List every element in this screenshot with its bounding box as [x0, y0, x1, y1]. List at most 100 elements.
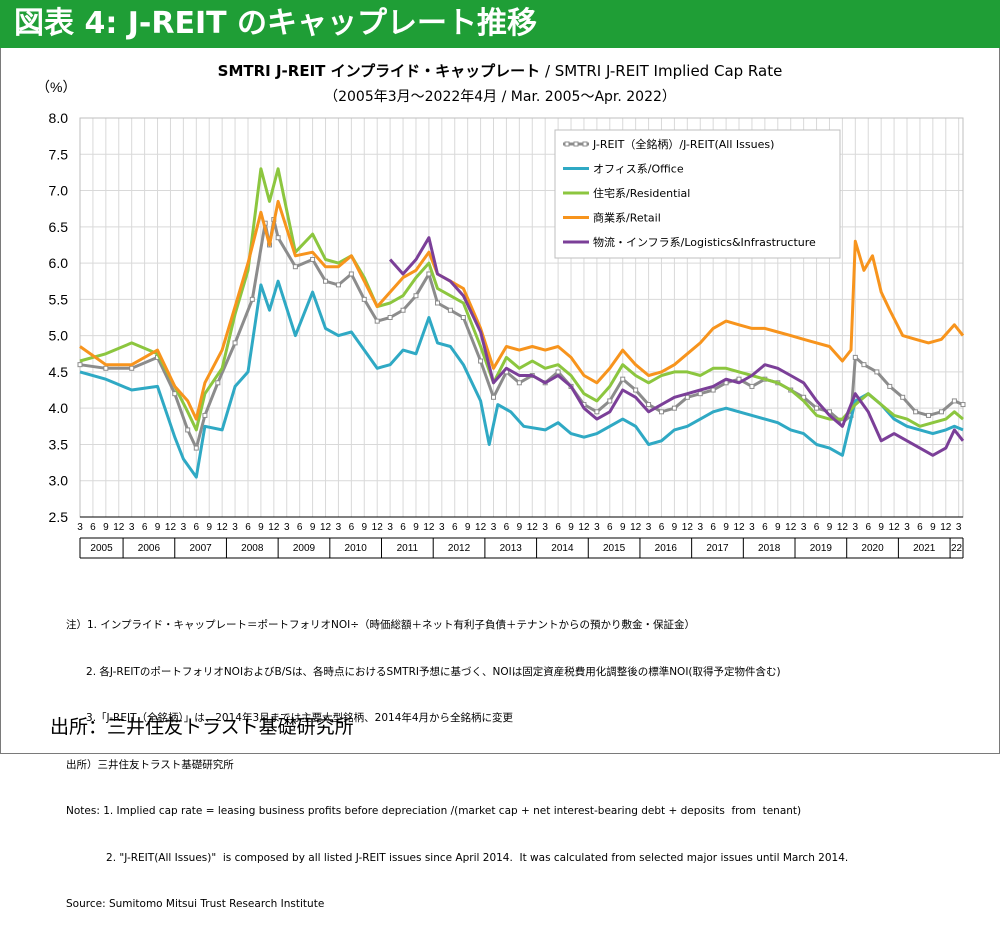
y-tick-label: 3.5	[49, 436, 69, 452]
series-point	[193, 445, 199, 451]
legend-marker	[564, 141, 570, 147]
x-tick-label: 6	[865, 522, 871, 533]
x-year-label: 2008	[241, 543, 264, 554]
series-point	[938, 409, 944, 415]
x-tick-label: 3	[491, 522, 497, 533]
x-tick-label: 3	[336, 522, 342, 533]
x-tick-label: 12	[217, 522, 229, 533]
x-tick-label: 12	[733, 522, 745, 533]
x-tick-label: 3	[697, 522, 703, 533]
series-point	[646, 402, 652, 408]
x-year-label: 2020	[861, 543, 884, 554]
series-point	[710, 387, 716, 393]
note-line: Source: Sumitomo Mitsui Trust Research I…	[66, 898, 325, 910]
x-year-label: 2017	[706, 543, 729, 554]
series-point	[749, 383, 755, 389]
series-point	[232, 340, 238, 346]
x-tick-label: 12	[165, 522, 177, 533]
x-tick-label: 9	[930, 522, 936, 533]
line-chart: （%） 8.0 7.5 7.0 6.5 6.0 5.5 5.0 4.5 4.0 3.5 3.0 2.5…	[36, 79, 966, 559]
series-point	[607, 398, 613, 404]
y-tick-label: 5.5	[49, 291, 69, 307]
series-point	[202, 412, 208, 418]
series-point	[684, 394, 690, 400]
x-tick-label: 6	[504, 522, 510, 533]
x-year-label: 2019	[810, 543, 833, 554]
x-year-label: 2016	[655, 543, 678, 554]
x-tick-label: 6	[659, 522, 665, 533]
x-tick-label: 6	[607, 522, 613, 533]
x-tick-label: 3	[181, 522, 187, 533]
y-tick-label: 7.0	[49, 183, 69, 199]
y-tick-label: 3.0	[49, 473, 69, 489]
note-line: 2. "J-REIT(All Issues)" is composed by a…	[66, 851, 849, 864]
x-year-label: 2005	[90, 543, 113, 554]
x-tick-label: 12	[268, 522, 280, 533]
x-tick-label: 3	[129, 522, 135, 533]
legend: J-REIT（全銘柄）/J-REIT(All Issues) オフィス系/Offi…	[554, 129, 841, 259]
x-year-label: 2012	[448, 543, 471, 554]
x-tick-label: 6	[400, 522, 406, 533]
x-tick-label: 9	[517, 522, 523, 533]
series-point	[852, 354, 858, 360]
x-tick-label: 9	[723, 522, 729, 533]
series-point	[697, 391, 703, 397]
note-line: 2. 各J-REITのポートフォリオNOIおよびB/Sは、各時点におけるSMTR…	[66, 665, 781, 678]
x-tick-label: 9	[878, 522, 884, 533]
series-point	[555, 369, 561, 375]
x-tick-label: 9	[465, 522, 471, 533]
series-point	[129, 365, 135, 371]
x-tick-label: 12	[423, 522, 435, 533]
legend-box	[554, 129, 841, 259]
x-tick-label: 3	[956, 522, 962, 533]
series-line	[388, 236, 965, 457]
x-tick-label: 3	[749, 522, 755, 533]
x-year-label: 2014	[551, 543, 574, 554]
x-tick-label: 9	[206, 522, 212, 533]
footer-source: 出所：三井住友トラスト基礎研究所	[50, 716, 354, 738]
x-tick-label: 9	[413, 522, 419, 533]
series-point	[900, 394, 906, 400]
chart-subtitle: （2005年3月～2022年4月 / Mar. 2005～Apr. 2022）	[324, 89, 676, 105]
series-point	[447, 307, 453, 313]
y-tick-label: 4.0	[49, 400, 69, 416]
x-year-label: 2013	[500, 543, 523, 554]
legend-label: オフィス系/Office	[593, 163, 684, 176]
series-point	[594, 409, 600, 415]
x-tick-label: 9	[103, 522, 109, 533]
series-point	[861, 362, 867, 368]
x-tick-label: 12	[837, 522, 849, 533]
notes-block: 注）1. インプライド・キャップレート＝ポートフォリオNOI÷（時価総額＋ネット…	[66, 587, 848, 928]
x-tick-label: 6	[142, 522, 148, 533]
x-tick-label: 9	[568, 522, 574, 533]
y-tick-label: 6.0	[49, 255, 69, 271]
x-year-label: 2021	[913, 543, 936, 554]
x-tick-label: 6	[710, 522, 716, 533]
series-point	[310, 256, 316, 262]
x-tick-label: 9	[775, 522, 781, 533]
x-tick-label: 12	[527, 522, 539, 533]
x-tick-label: 3	[801, 522, 807, 533]
series-point	[185, 427, 191, 433]
note-line: 注）1. インプライド・キャップレート＝ポートフォリオNOI÷（時価総額＋ネット…	[66, 619, 696, 631]
x-tick-label: 6	[452, 522, 458, 533]
x-tick-label: 3	[284, 522, 290, 533]
series-point	[814, 405, 820, 411]
legend-label: J-REIT（全銘柄）/J-REIT(All Issues)	[592, 137, 774, 151]
x-tick-label: 3	[439, 522, 445, 533]
series-point	[913, 409, 919, 415]
figure-header: 図表 4: J-REIT のキャップレート推移	[0, 0, 1000, 48]
x-year-label: 2007	[189, 543, 212, 554]
series-point	[400, 307, 406, 313]
x-tick-label: 9	[362, 522, 368, 533]
note-line: Notes: 1. Implied cap rate = leasing bus…	[66, 805, 802, 817]
chart-title: SMTRI J-REIT インプライド・キャップレート / SMTRI J-RE…	[0, 60, 1000, 81]
x-tick-label: 6	[917, 522, 923, 533]
x-tick-label: 12	[320, 522, 332, 533]
x-tick-label: 12	[113, 522, 125, 533]
x-tick-label: 9	[827, 522, 833, 533]
x-year-label: 2011	[397, 543, 419, 554]
legend-label: 住宅系/Residential	[593, 186, 690, 200]
x-tick-label: 12	[578, 522, 590, 533]
y-tick-label: 6.5	[49, 219, 69, 235]
